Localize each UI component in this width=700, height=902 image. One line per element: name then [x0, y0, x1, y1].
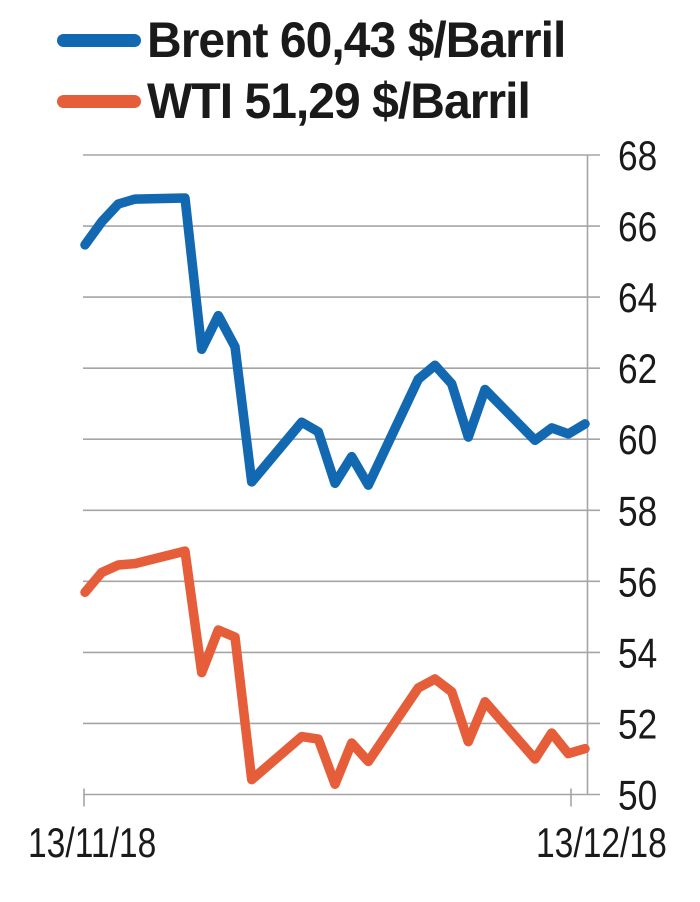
x-axis-end-label: 13/12/18 [536, 819, 667, 866]
y-tick-label: 58 [618, 488, 657, 535]
wti-line [80, 546, 590, 789]
brent-line [80, 193, 590, 490]
y-tick-label: 64 [618, 275, 657, 322]
wti-legend-label: WTI 51,29 $/Barril [147, 73, 531, 129]
y-tick-label: 56 [618, 559, 657, 606]
legend: Brent 60,43 $/Barril WTI 51,29 $/Barril [57, 12, 583, 134]
wti-line-swatch [57, 94, 141, 108]
x-axis-start-label: 13/11/18 [28, 819, 157, 866]
brent-line-swatch [57, 33, 141, 47]
y-tick-label: 60 [618, 417, 657, 464]
y-tick-label: 52 [618, 702, 657, 749]
y-tick-label: 62 [618, 346, 657, 393]
legend-item-wti: WTI 51,29 $/Barril [57, 73, 583, 129]
y-tick-label: 50 [618, 773, 657, 820]
y-tick-label: 66 [618, 204, 657, 251]
brent-legend-label: Brent 60,43 $/Barril [147, 12, 566, 68]
y-tick-label: 68 [618, 133, 657, 180]
y-tick-label: 54 [618, 631, 657, 678]
legend-item-brent: Brent 60,43 $/Barril [57, 12, 583, 68]
